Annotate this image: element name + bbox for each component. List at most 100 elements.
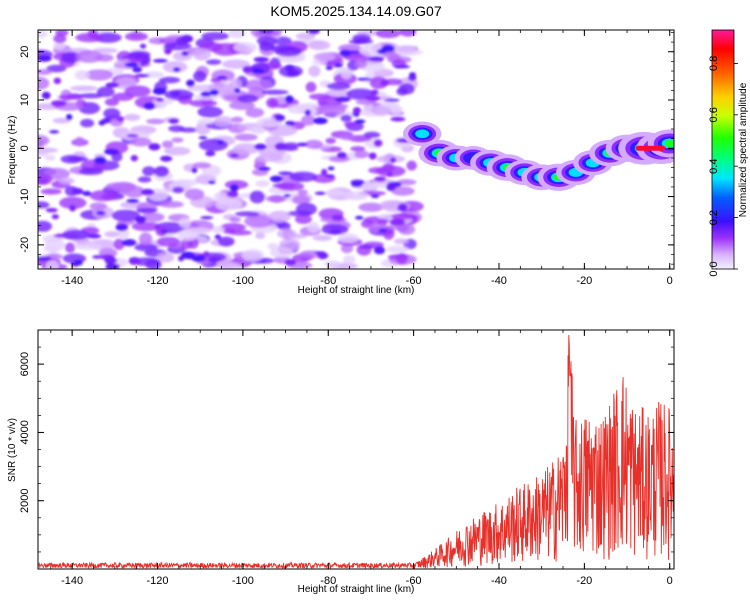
noise-blob [70, 85, 98, 92]
noise-blob [52, 117, 71, 124]
x-tick-label: -140 [61, 275, 83, 287]
noise-blob-strong [38, 256, 52, 262]
chart-title: KOM5.2025.134.14.09.G07 [270, 3, 441, 19]
noise-blob-strong [352, 107, 362, 114]
noise-blob-strong [214, 234, 222, 240]
snr-frame [37, 329, 675, 570]
noise-blob [269, 247, 294, 259]
noise-blob-strong [121, 239, 137, 247]
noise-blob [105, 182, 136, 190]
noise-blob [53, 33, 67, 44]
noise-blob [43, 246, 59, 252]
x-tick-label: -140 [61, 575, 83, 587]
noise-blob [124, 85, 151, 97]
noise-blob-strong [130, 154, 138, 162]
noise-blob [343, 191, 369, 200]
noise-blob-strong [328, 229, 342, 234]
noise-blob-strong [253, 56, 269, 63]
noise-blob-strong [314, 251, 326, 255]
noise-blob [222, 59, 251, 69]
noise-blob-strong [207, 180, 216, 184]
colorbar-ticks: 0.0 0.2 0.4 0.6 0.8 [708, 56, 738, 277]
noise-blob-strong [124, 62, 139, 68]
noise-blob [289, 171, 318, 182]
noise-blob-strong [304, 109, 312, 116]
noise-blob [38, 201, 50, 209]
noise-blob [241, 249, 265, 262]
x-tick-label: -60 [406, 575, 422, 587]
noise-blob [137, 176, 152, 183]
noise-blob-strong [386, 172, 393, 177]
noise-blob [193, 93, 219, 101]
noise-blob [342, 255, 356, 264]
noise-blob-strong [209, 89, 219, 96]
noise-blob-strong [368, 56, 384, 62]
noise-blob-strong [278, 171, 293, 175]
y-tick-label: 20 [19, 46, 31, 58]
noise-blob [375, 30, 401, 39]
noise-blob-strong [286, 69, 300, 77]
noise-blob [312, 234, 333, 242]
noise-blob [46, 64, 67, 73]
noise-blob-strong [357, 77, 372, 81]
noise-blob [390, 213, 418, 220]
noise-blob [177, 229, 199, 241]
noise-blob [146, 118, 165, 125]
noise-blob-strong [152, 58, 168, 63]
noise-blob [245, 107, 265, 118]
noise-blob [233, 42, 258, 53]
spectrogram-x-axis-label: Height of straight line (km) [298, 285, 415, 296]
noise-blob-strong [104, 257, 118, 264]
noise-blob [80, 118, 95, 128]
noise-blob-strong [49, 130, 60, 134]
noise-blob-strong [126, 198, 140, 204]
noise-blob-strong [105, 263, 120, 269]
noise-blob [304, 139, 324, 149]
noise-blob [38, 134, 50, 147]
noise-blob [297, 189, 308, 196]
noise-blob-strong [135, 215, 147, 224]
noise-blob-strong [378, 228, 388, 233]
x-tick-label: -120 [147, 275, 169, 287]
noise-blob-strong [38, 55, 52, 62]
noise-blob-strong [128, 257, 141, 265]
noise-blob-strong [283, 194, 291, 198]
snr-series-line [38, 334, 674, 569]
noise-blob-strong [71, 188, 84, 195]
noise-blob [74, 70, 90, 80]
noise-blob [92, 47, 118, 54]
noise-blob [233, 143, 260, 155]
noise-blob-strong [164, 48, 172, 55]
noise-blob-strong [242, 65, 254, 73]
noise-blob-strong [132, 66, 143, 73]
noise-blob [316, 104, 346, 116]
noise-blob [61, 51, 81, 64]
noise-blob [158, 76, 181, 84]
noise-blob-strong [104, 148, 119, 155]
noise-blob-strong [334, 96, 351, 103]
ridge-point [647, 129, 674, 158]
noise-blob [261, 89, 289, 95]
signal-ridge [402, 121, 674, 191]
noise-blob [369, 223, 388, 230]
noise-blob [396, 87, 408, 96]
colorbar-tick-label: 0.8 [708, 56, 720, 71]
noise-blob [210, 77, 221, 83]
noise-blob [258, 30, 274, 35]
noise-blob [75, 32, 104, 43]
noise-blob [325, 137, 337, 144]
spectrogram-frame [37, 29, 675, 270]
noise-blob [382, 162, 395, 173]
noise-blob [354, 150, 370, 159]
noise-blob-strong [92, 255, 104, 259]
noise-blob [249, 190, 265, 204]
noise-blob [326, 82, 351, 91]
snr-x-ticks: -140 -120 -100 -80 -60 -40 -20 0 [50, 330, 673, 587]
noise-blob [179, 217, 191, 229]
noise-blob [134, 243, 158, 252]
noise-blob [59, 177, 75, 185]
noise-blob [129, 137, 152, 147]
noise-blob-strong [94, 156, 107, 164]
noise-blob-strong [321, 168, 328, 176]
noise-blob-strong [126, 134, 139, 138]
